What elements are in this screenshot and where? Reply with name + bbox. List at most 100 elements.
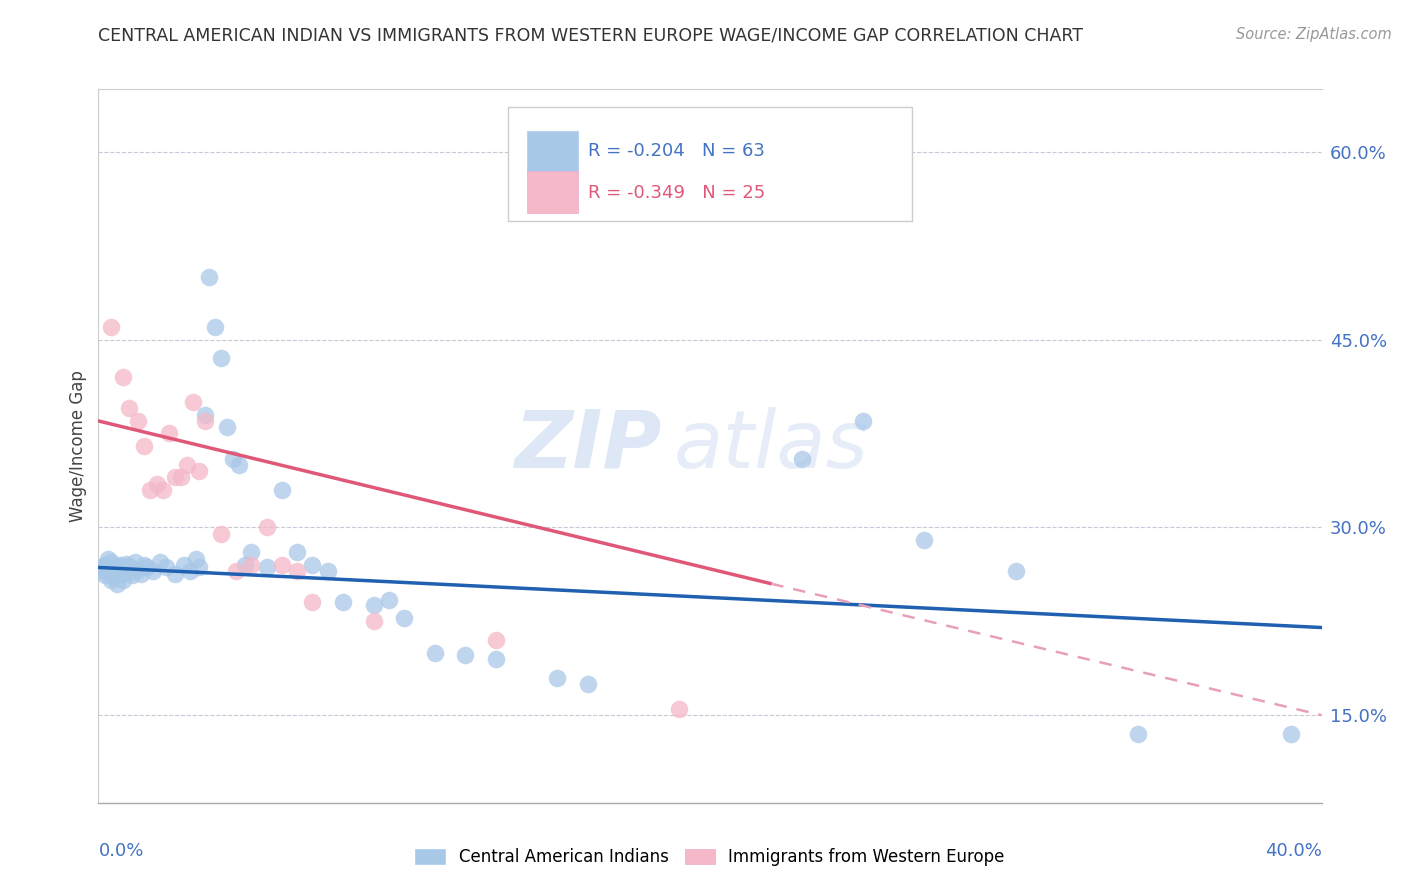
Point — [194, 408, 217, 422]
Text: R = -0.349   N = 25: R = -0.349 N = 25 — [588, 184, 765, 202]
Point — [668, 702, 690, 716]
Point — [118, 559, 141, 574]
Point — [152, 483, 174, 497]
Point — [173, 558, 195, 572]
Point — [127, 414, 149, 428]
Point — [209, 351, 232, 366]
Point — [363, 614, 385, 628]
Point — [188, 464, 211, 478]
Point — [209, 526, 232, 541]
Point — [108, 558, 131, 572]
Point — [316, 564, 339, 578]
Point — [363, 598, 385, 612]
Point — [179, 564, 201, 578]
Point — [97, 551, 120, 566]
Point — [142, 564, 165, 578]
Point — [118, 566, 141, 580]
Point — [197, 270, 219, 285]
Point — [423, 646, 446, 660]
Text: Source: ZipAtlas.com: Source: ZipAtlas.com — [1236, 27, 1392, 42]
Point — [111, 566, 134, 581]
Point — [301, 558, 323, 572]
Y-axis label: Wage/Income Gap: Wage/Income Gap — [69, 370, 87, 522]
Point — [97, 566, 120, 580]
Point — [157, 426, 180, 441]
Point — [93, 568, 115, 582]
Point — [1128, 727, 1150, 741]
Point — [111, 573, 134, 587]
Text: 0.0%: 0.0% — [98, 842, 143, 860]
Point — [256, 560, 278, 574]
Text: ZIP: ZIP — [513, 407, 661, 485]
Point — [100, 556, 122, 570]
Point — [215, 420, 238, 434]
Point — [270, 558, 292, 572]
Text: 40.0%: 40.0% — [1265, 842, 1322, 860]
Point — [134, 439, 156, 453]
Point — [204, 320, 226, 334]
Point — [228, 458, 250, 472]
Point — [103, 563, 125, 577]
Point — [170, 470, 193, 484]
Point — [790, 451, 813, 466]
Text: R = -0.204   N = 63: R = -0.204 N = 63 — [588, 143, 765, 161]
Point — [186, 551, 208, 566]
Point — [233, 558, 256, 572]
Point — [392, 610, 416, 624]
Point — [121, 568, 143, 582]
Point — [225, 564, 247, 578]
Point — [454, 648, 477, 662]
Point — [134, 558, 156, 572]
Point — [222, 451, 245, 466]
Point — [912, 533, 935, 547]
Point — [332, 595, 354, 609]
Point — [105, 560, 128, 574]
Point — [129, 566, 152, 581]
Text: atlas: atlas — [673, 407, 868, 485]
Point — [163, 470, 186, 484]
Point — [93, 558, 115, 572]
FancyBboxPatch shape — [508, 107, 912, 221]
Point — [105, 576, 128, 591]
Point — [301, 595, 323, 609]
Point — [270, 483, 292, 497]
Point — [127, 563, 149, 577]
Point — [139, 483, 162, 497]
Point — [485, 633, 508, 648]
Point — [100, 320, 122, 334]
Point — [149, 556, 172, 570]
Point — [145, 476, 167, 491]
FancyBboxPatch shape — [527, 130, 578, 173]
Point — [103, 570, 125, 584]
Point — [546, 671, 568, 685]
Legend: Central American Indians, Immigrants from Western Europe: Central American Indians, Immigrants fro… — [415, 847, 1005, 866]
Point — [136, 560, 159, 574]
Point — [118, 401, 141, 416]
Point — [576, 677, 599, 691]
FancyBboxPatch shape — [527, 171, 578, 213]
Point — [176, 458, 198, 472]
Point — [240, 558, 263, 572]
Point — [1279, 727, 1302, 741]
Point — [100, 573, 122, 587]
Point — [111, 370, 134, 384]
Point — [256, 520, 278, 534]
Point — [115, 562, 138, 576]
Point — [163, 566, 186, 581]
Point — [188, 560, 211, 574]
Point — [378, 593, 401, 607]
Point — [285, 564, 308, 578]
Point — [852, 414, 875, 428]
Point — [124, 556, 146, 570]
Point — [115, 557, 138, 571]
Point — [181, 395, 204, 409]
Point — [485, 652, 508, 666]
Point — [155, 560, 177, 574]
Point — [108, 564, 131, 578]
Point — [1004, 564, 1026, 578]
Point — [194, 414, 217, 428]
Text: CENTRAL AMERICAN INDIAN VS IMMIGRANTS FROM WESTERN EUROPE WAGE/INCOME GAP CORREL: CENTRAL AMERICAN INDIAN VS IMMIGRANTS FR… — [98, 27, 1084, 45]
Point — [90, 560, 112, 574]
Point — [240, 545, 263, 559]
Point — [285, 545, 308, 559]
